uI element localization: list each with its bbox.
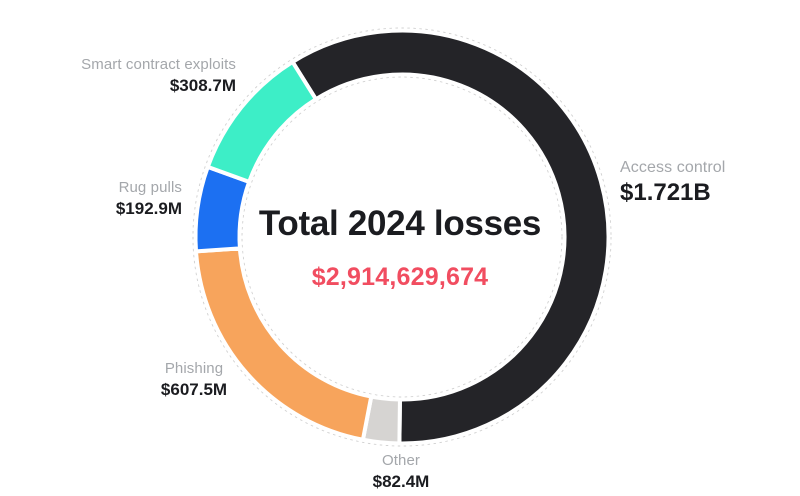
label-access-control: Access control $1.721B [620, 157, 790, 207]
inner-guide-ring [241, 76, 563, 398]
slice-access-control[interactable] [289, 28, 611, 446]
label-smart-contract-exploits: Smart contract exploits $308.7M [36, 55, 236, 97]
donut-slices [193, 28, 611, 446]
slice-category-text: Other [381, 452, 420, 469]
slice-category-text: Access control [620, 159, 726, 176]
slice-category-text: Smart contract exploits [81, 56, 236, 73]
label-rug-pulls: Rug pulls $192.9M [42, 178, 182, 220]
chart-title: Total 2024 losses [258, 204, 542, 243]
slice-value-text: $1.721B [620, 179, 711, 206]
label-other: Other $82.4M [331, 451, 471, 493]
slice-value-text: $192.9M [115, 199, 182, 218]
slice-category-text: Rug pulls [118, 179, 182, 196]
slice-smart-contract-exploits[interactable] [205, 59, 319, 185]
slice-value-text: $607.5M [160, 380, 228, 399]
slice-value-text: $82.4M [372, 472, 430, 491]
slice-value-text: $308.7M [169, 76, 236, 95]
label-phishing: Phishing $607.5M [124, 359, 264, 401]
slice-category-text: Phishing [164, 360, 224, 377]
outer-guide-ring [192, 27, 612, 447]
chart-total-value: $2,914,629,674 [311, 263, 489, 291]
